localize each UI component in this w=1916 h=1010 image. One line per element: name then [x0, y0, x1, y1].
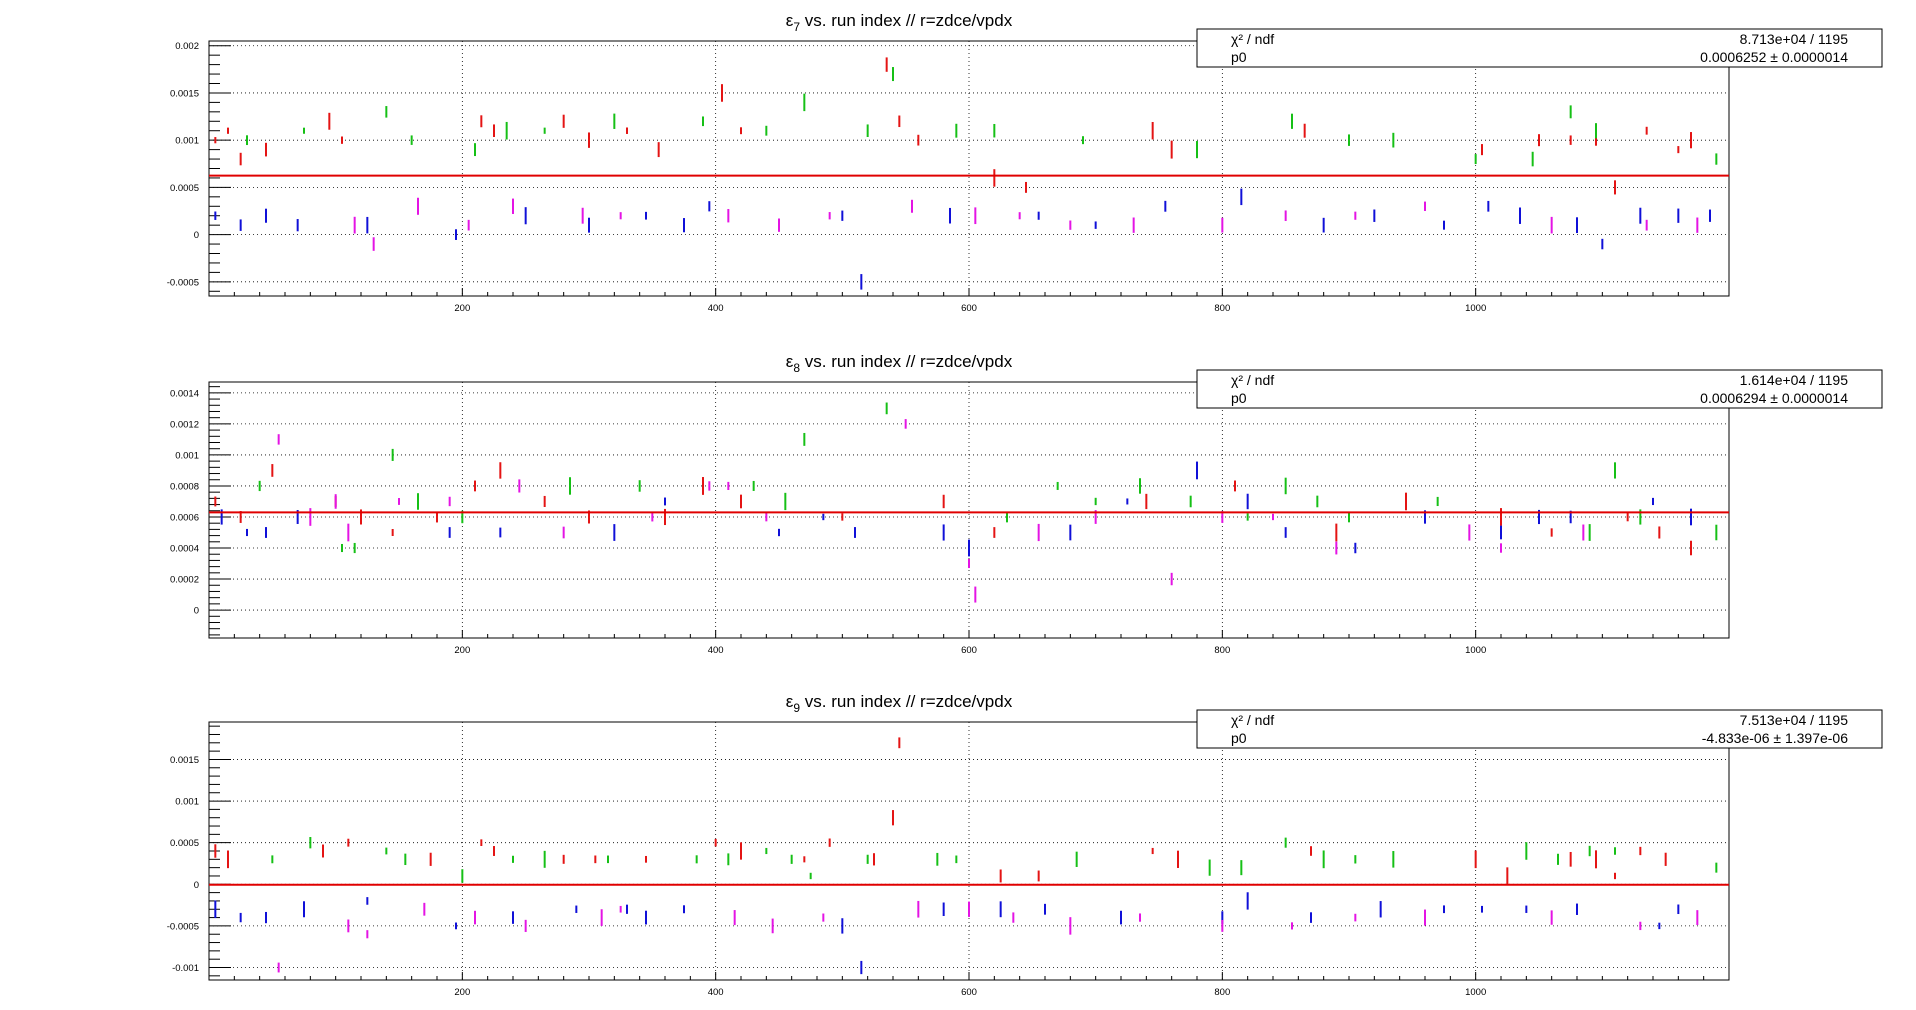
chart-title: ε9 vs. run index // r=zdce/vpdx	[786, 692, 1013, 715]
y-tick-label: 0	[194, 230, 199, 241]
chart-title: ε7 vs. run index // r=zdce/vpdx	[786, 11, 1013, 34]
y-tick-label: -0.0005	[167, 921, 199, 932]
y-tick-label: -0.0005	[167, 277, 199, 288]
title-subscript: 9	[793, 701, 800, 715]
x-tick-label: 800	[1214, 645, 1230, 656]
panel-epsilon-7: ε7 vs. run index // r=zdce/vpdx -0.0005 0 0…	[167, 11, 1883, 314]
y-tick-label: 0.0004	[170, 544, 199, 555]
x-tick-label: 800	[1214, 303, 1230, 314]
y-tick-label: 0.0015	[170, 755, 199, 766]
title-text: vs. run index // r=zdce/vpdx	[800, 352, 1013, 371]
x-tick-label: 1000	[1465, 303, 1486, 314]
x-tick-label: 400	[708, 987, 724, 998]
y-tick-label: 0	[194, 606, 199, 617]
y-tick-label: 0.0005	[170, 838, 199, 849]
y-tick-label: 0.001	[175, 136, 199, 147]
y-tick-label: 0.0005	[170, 183, 199, 194]
x-tick-label: 1000	[1465, 987, 1486, 998]
panel-epsilon-9: ε9 vs. run index // r=zdce/vpdx -0.001 -0.…	[167, 692, 1883, 998]
y-tick-label: 0.0002	[170, 575, 199, 586]
y-tick-label: 0.0008	[170, 481, 199, 492]
stats-row2-label: p0	[1231, 390, 1247, 406]
stats-row1-value: 7.513e+04 / 1195	[1740, 712, 1849, 728]
x-tick-label: 1000	[1465, 645, 1486, 656]
x-tick-label: 600	[961, 645, 977, 656]
y-tick-label: 0.002	[175, 41, 199, 52]
stats-row2-value: 0.0006252 ± 0.0000014	[1700, 49, 1848, 65]
stats-box-frame	[1196, 709, 1883, 749]
stats-row1-label: χ² / ndf	[1231, 372, 1274, 388]
title-symbol: ε	[786, 352, 794, 371]
y-tick-label: 0.0012	[170, 419, 199, 430]
stats-box-frame	[1196, 369, 1883, 409]
x-tick-label: 200	[454, 987, 470, 998]
stats-row1-label: χ² / ndf	[1231, 31, 1274, 47]
title-text: vs. run index // r=zdce/vpdx	[800, 11, 1013, 30]
stats-box: χ² / ndf 8.713e+04 / 1195 p0 0.0006252 ± 0.…	[1196, 28, 1883, 68]
y-tick-label: -0.001	[172, 963, 199, 974]
stats-box-frame	[1196, 28, 1883, 68]
x-tick-label: 400	[708, 303, 724, 314]
title-text: vs. run index // r=zdce/vpdx	[800, 692, 1013, 711]
stats-row2-value: 0.0006294 ± 0.0000014	[1700, 390, 1848, 406]
stats-box: χ² / ndf 7.513e+04 / 1195 p0 -4.833e-06 ± 1…	[1196, 709, 1883, 749]
title-symbol: ε	[786, 11, 794, 30]
y-tick-label: 0.0006	[170, 512, 199, 523]
stats-row2-label: p0	[1231, 49, 1247, 65]
panel-epsilon-8: ε8 vs. run index // r=zdce/vpdx 0 0.0002 0.…	[170, 352, 1883, 656]
y-tick-label: 0.0014	[170, 388, 199, 399]
y-tick-label: 0.001	[175, 797, 199, 808]
x-tick-label: 600	[961, 987, 977, 998]
stats-row1-value: 8.713e+04 / 1195	[1740, 31, 1849, 47]
x-tick-label: 400	[708, 645, 724, 656]
title-subscript: 7	[793, 20, 800, 34]
x-tick-label: 600	[961, 303, 977, 314]
stats-row1-value: 1.614e+04 / 1195	[1740, 372, 1849, 388]
y-tick-label: 0.001	[175, 450, 199, 461]
title-subscript: 8	[793, 361, 800, 375]
x-tick-label: 200	[454, 303, 470, 314]
x-tick-label: 800	[1214, 987, 1230, 998]
stats-row2-value: -4.833e-06 ± 1.397e-06	[1702, 730, 1848, 746]
y-tick-label: 0	[194, 880, 199, 891]
y-tick-label: 0.0015	[170, 88, 199, 99]
chart-title: ε8 vs. run index // r=zdce/vpdx	[786, 352, 1013, 375]
stats-row2-label: p0	[1231, 730, 1247, 746]
stats-box: χ² / ndf 1.614e+04 / 1195 p0 0.0006294 ± 0.…	[1196, 369, 1883, 409]
stats-row1-label: χ² / ndf	[1231, 712, 1274, 728]
x-tick-label: 200	[454, 645, 470, 656]
title-symbol: ε	[786, 692, 794, 711]
